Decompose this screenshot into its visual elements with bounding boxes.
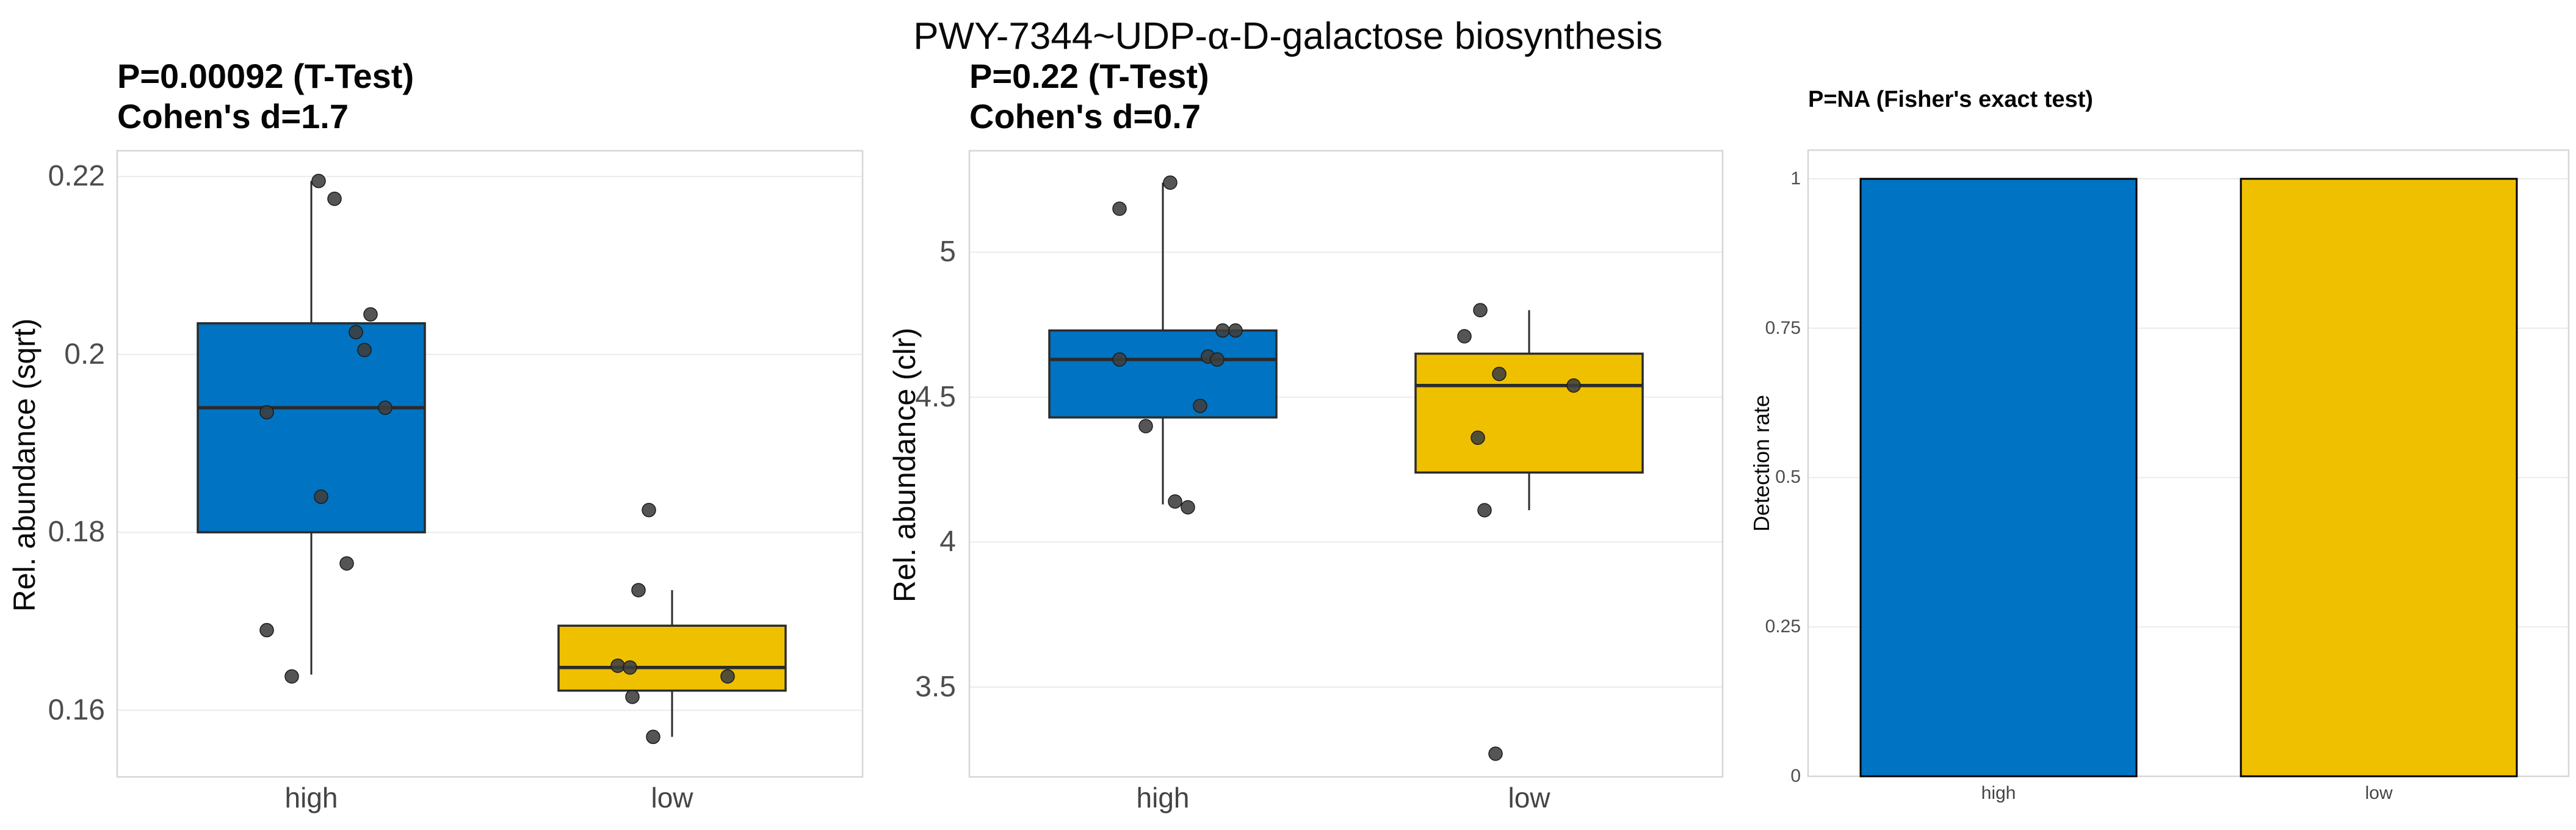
data-point-high <box>378 400 393 415</box>
y-tick-label-0.16: 0.16 <box>48 693 105 726</box>
panel-border <box>1807 149 2570 778</box>
data-point-high <box>1228 323 1243 338</box>
data-point-high <box>357 342 372 358</box>
data-point-low <box>1492 367 1507 381</box>
y-tick-label-4.5: 4.5 <box>915 380 956 413</box>
y-tick-label-4: 4 <box>939 525 956 558</box>
data-point-low <box>1488 746 1503 761</box>
y-tick-label-1: 1 <box>1790 168 1801 189</box>
data-point-low <box>610 659 625 673</box>
panel-clr-subtitle: P=0.22 (T-Test) Cohen's d=0.7 <box>969 56 1209 137</box>
x-category-label-low: low <box>2365 783 2393 803</box>
data-point-low <box>1457 329 1472 344</box>
panel-sqrt-stat-label: P=0.00092 (T-Test) <box>117 57 414 95</box>
y-tick-label-3.5: 3.5 <box>915 670 956 703</box>
panel-detection-stat-label: P=NA (Fisher's exact test) <box>1808 87 2093 112</box>
data-point-high <box>327 191 342 206</box>
y-tick-label-0.75: 0.75 <box>1765 317 1801 338</box>
data-point-low <box>646 729 660 745</box>
data-point-low <box>623 660 637 675</box>
data-point-high <box>314 489 328 504</box>
data-point-high <box>363 307 378 322</box>
panel-clr-effect-label: Cohen's d=0.7 <box>969 97 1201 135</box>
data-point-high <box>259 405 274 420</box>
data-point-low <box>1566 378 1581 393</box>
y-tick-label-0.18: 0.18 <box>48 516 105 549</box>
data-point-high <box>1112 201 1127 216</box>
data-point-low <box>631 583 646 597</box>
data-point-high <box>284 669 299 684</box>
y-tick-label-0: 0 <box>1790 766 1801 786</box>
data-point-low <box>1471 430 1485 445</box>
data-point-low <box>1473 303 1488 317</box>
y-tick-label-0.25: 0.25 <box>1765 616 1801 637</box>
data-point-high <box>1168 494 1182 509</box>
box-low <box>557 624 787 692</box>
box-low <box>1414 352 1644 474</box>
bar-low <box>2240 178 2518 778</box>
data-point-high <box>311 173 326 189</box>
x-category-label-low: low <box>651 782 693 814</box>
panel-border <box>116 150 864 778</box>
box-high <box>197 322 426 533</box>
y-tick-label-0.2: 0.2 <box>64 337 105 370</box>
data-point-high <box>1163 175 1178 190</box>
panel-clr-stat-label: P=0.22 (T-Test) <box>969 57 1209 95</box>
panel-border <box>968 150 1724 778</box>
data-point-high <box>1138 419 1153 433</box>
data-point-low <box>1477 503 1492 518</box>
data-point-low <box>642 503 656 518</box>
data-point-high <box>349 325 363 340</box>
x-category-label-high: high <box>1136 782 1190 814</box>
panel-sqrt-subtitle: P=0.00092 (T-Test) Cohen's d=1.7 <box>117 56 414 137</box>
y-tick-label-0.22: 0.22 <box>48 160 105 193</box>
y-tick-label-0.5: 0.5 <box>1775 467 1801 488</box>
data-point-high <box>1210 352 1225 367</box>
data-point-high <box>259 622 274 638</box>
x-category-label-high: high <box>284 782 338 814</box>
box-high <box>1048 329 1278 419</box>
data-point-high <box>1181 500 1195 514</box>
y-tick-label-5: 5 <box>939 236 956 269</box>
panel-detection-subtitle: P=NA (Fisher's exact test) <box>1808 87 2093 113</box>
data-point-low <box>720 669 735 684</box>
data-point-high <box>339 556 354 571</box>
data-point-high <box>1215 323 1230 338</box>
x-category-label-low: low <box>1508 782 1550 814</box>
figure-title: PWY-7344~UDP-α-D-galactose biosynthesis <box>913 15 1663 57</box>
data-point-high <box>1112 352 1127 367</box>
panel-sqrt-effect-label: Cohen's d=1.7 <box>117 97 349 135</box>
x-category-label-high: high <box>1981 783 2016 803</box>
data-point-high <box>1193 399 1207 413</box>
data-point-low <box>625 690 640 704</box>
bar-high <box>1859 178 2138 778</box>
